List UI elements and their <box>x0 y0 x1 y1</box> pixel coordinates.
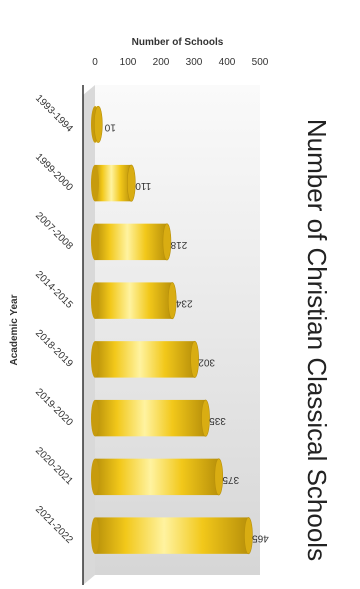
x-tick-label: 2018-2019 <box>33 328 75 370</box>
bar-top <box>127 164 136 202</box>
bar-base <box>91 223 99 261</box>
bar <box>95 399 206 437</box>
bar-base <box>91 341 99 378</box>
x-tick-label: 2020-2021 <box>33 445 75 487</box>
data-label: 234 <box>175 298 192 309</box>
chart-background <box>95 85 260 575</box>
y-tick-label: 200 <box>153 57 170 68</box>
x-tick-label: 2007-2008 <box>33 210 75 252</box>
bar <box>95 164 132 202</box>
data-label: 110 <box>135 180 151 191</box>
x-tick-label: 2021-2022 <box>33 504 75 546</box>
bar <box>95 517 249 554</box>
bar <box>95 458 219 496</box>
bar-top <box>201 399 210 437</box>
bar-base <box>91 458 99 496</box>
x-tick-label: 2019-2020 <box>33 387 75 429</box>
x-tick-label: 1999-2000 <box>33 152 75 194</box>
x-axis-title: Academic Year <box>9 294 20 365</box>
bar-base <box>91 164 99 202</box>
x-tick-label: 1993-1994 <box>33 93 75 135</box>
y-axis-title: Number of Schools <box>132 37 224 48</box>
chart-title: Number of Christian Classical Schools <box>302 119 332 561</box>
chart-plot-group: Number of Christian Classical Schools 0 10… <box>9 37 332 585</box>
bar-top <box>167 282 177 320</box>
bar-top <box>162 223 172 261</box>
y-tick-label: 500 <box>252 57 269 68</box>
bar-top <box>93 105 103 143</box>
bar-base <box>91 399 99 437</box>
x-tick-label: 2014-2015 <box>33 269 75 311</box>
bar-top <box>214 458 224 496</box>
bar-base <box>91 282 99 319</box>
data-label: 375 <box>222 474 239 485</box>
bar <box>95 223 167 261</box>
y-tick-label: 0 <box>92 57 98 68</box>
data-label: 465 <box>252 533 269 544</box>
data-label: 335 <box>209 415 226 426</box>
bar-top <box>190 340 199 378</box>
data-label: 10 <box>104 121 116 132</box>
data-label: 302 <box>198 356 215 367</box>
data-label: 218 <box>170 239 187 250</box>
bar <box>95 341 195 378</box>
y-tick-label: 400 <box>219 57 236 68</box>
y-tick-label: 300 <box>186 57 203 68</box>
bar <box>95 282 173 319</box>
bar-top <box>244 517 253 555</box>
y-tick-label: 100 <box>120 57 137 68</box>
chart-floor <box>83 85 95 585</box>
bar-base <box>91 517 99 554</box>
